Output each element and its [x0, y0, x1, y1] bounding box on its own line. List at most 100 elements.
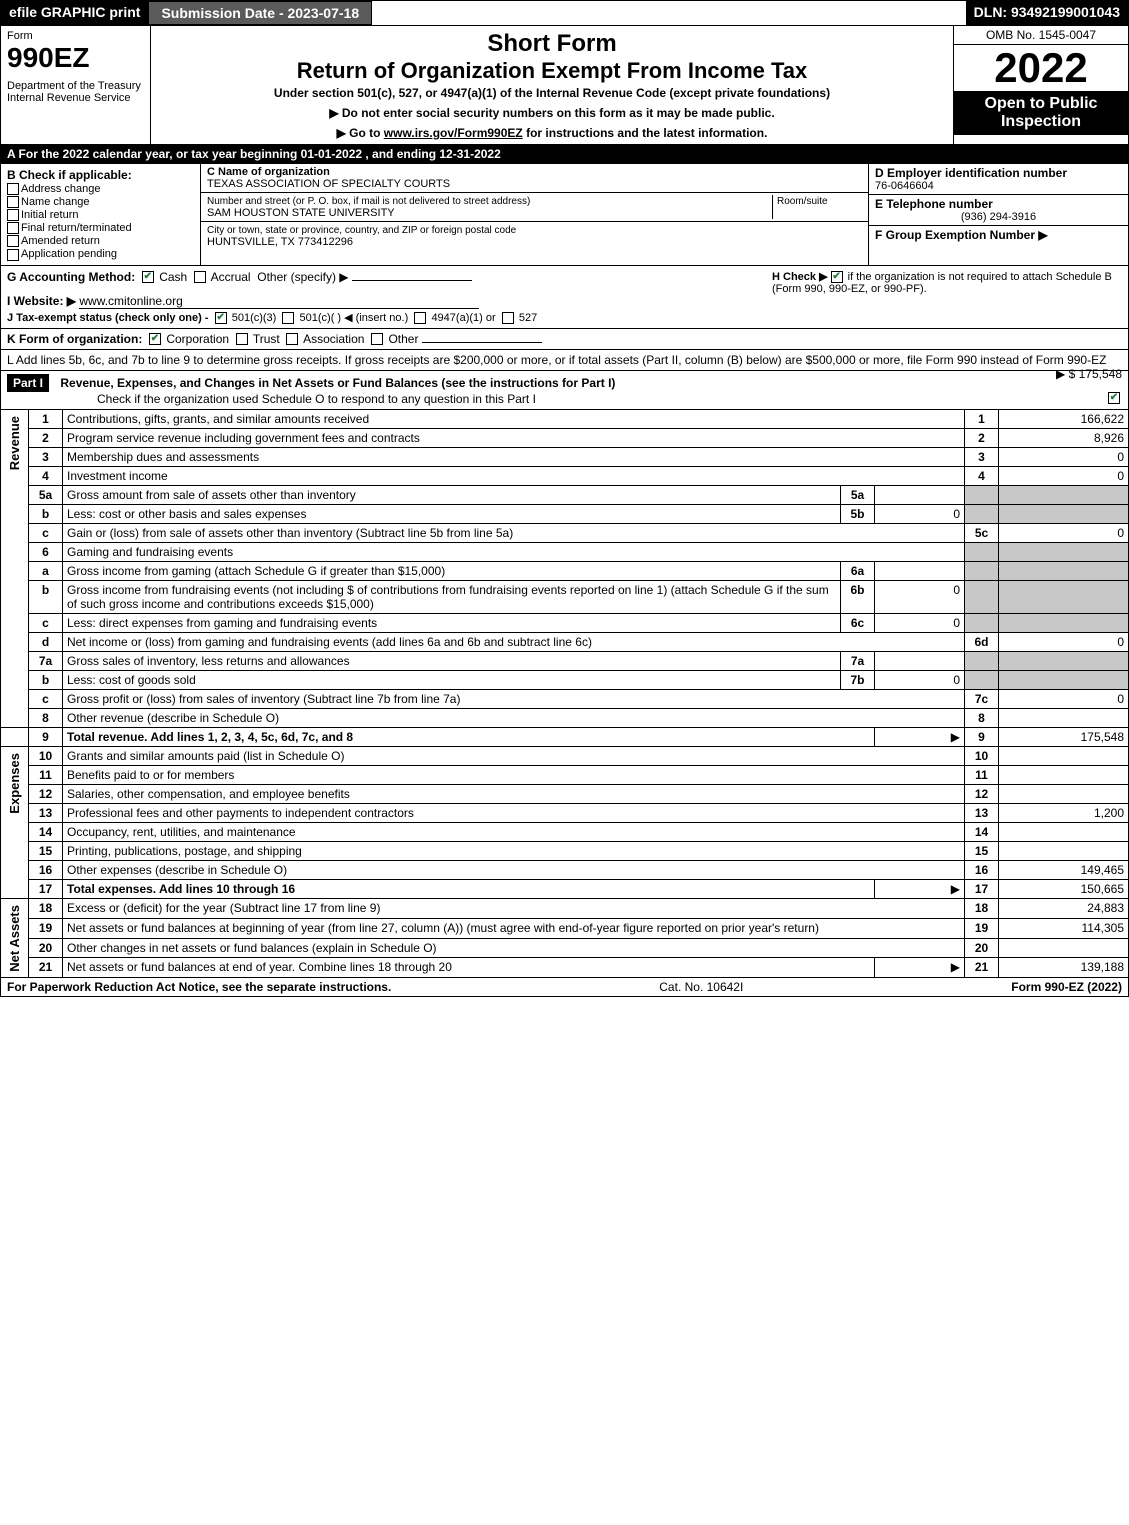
line-k: K Form of organization: Corporation Trus… [0, 329, 1129, 350]
row-7b: bLess: cost of goods sold7b0 [1, 670, 1129, 689]
chk-application-pending[interactable]: Application pending [7, 248, 194, 260]
tel-label: E Telephone number [875, 197, 993, 211]
box-b-heading: B Check if applicable: [7, 168, 194, 182]
row-9: 9Total revenue. Add lines 1, 2, 3, 4, 5c… [1, 727, 1129, 746]
row-13: 13Professional fees and other payments t… [1, 803, 1129, 822]
header-left: Form 990EZ Department of the Treasury In… [1, 26, 151, 144]
chk-address-change[interactable]: Address change [7, 183, 194, 195]
city-cell: City or town, state or province, country… [201, 222, 868, 250]
org-name-cell: C Name of organization TEXAS ASSOCIATION… [201, 164, 868, 193]
form-number: 990EZ [7, 42, 144, 74]
row-3: 3Membership dues and assessments30 [1, 447, 1129, 466]
ein-label: D Employer identification number [875, 166, 1067, 180]
lines-table: Revenue 1 Contributions, gifts, grants, … [0, 410, 1129, 979]
row-18: Net Assets 18Excess or (deficit) for the… [1, 898, 1129, 918]
website-value[interactable]: www.cmitonline.org [79, 294, 479, 309]
part1-header-row: Part I Revenue, Expenses, and Changes in… [0, 371, 1129, 410]
efile-label[interactable]: efile GRAPHIC print [1, 1, 148, 25]
omb-number: OMB No. 1545-0047 [954, 26, 1128, 45]
sidelabel-revenue: Revenue [5, 412, 24, 474]
j-label: J Tax-exempt status (check only one) - [7, 312, 209, 324]
line-g: G Accounting Method: Cash Accrual Other … [7, 270, 772, 284]
box-c: C Name of organization TEXAS ASSOCIATION… [201, 164, 868, 265]
chk-h[interactable] [831, 271, 843, 283]
row-19: 19Net assets or fund balances at beginni… [1, 918, 1129, 938]
other-org-line[interactable] [422, 342, 542, 343]
form-subtitle: Under section 501(c), 527, or 4947(a)(1)… [159, 86, 945, 100]
chk-501c3[interactable] [215, 312, 227, 324]
chk-501c[interactable] [282, 312, 294, 324]
note-link-pre: ▶ Go to [337, 126, 384, 140]
street-value: SAM HOUSTON STATE UNIVERSITY [207, 207, 395, 219]
chk-initial-return[interactable]: Initial return [7, 209, 194, 221]
chk-527[interactable] [502, 312, 514, 324]
line-j: J Tax-exempt status (check only one) - 5… [7, 311, 772, 324]
city-value: HUNTSVILLE, TX 773412296 [207, 236, 353, 248]
form-word: Form [7, 30, 144, 42]
row-11: 11Benefits paid to or for members11 [1, 765, 1129, 784]
chk-corporation[interactable] [149, 333, 161, 345]
short-form-title: Short Form [159, 30, 945, 58]
part1-check-note: Check if the organization used Schedule … [97, 392, 536, 406]
line-i: I Website: ▶ www.cmitonline.org [7, 294, 772, 309]
room-label: Room/suite [777, 196, 828, 207]
row-6d: dNet income or (loss) from gaming and fu… [1, 632, 1129, 651]
top-bar: efile GRAPHIC print Submission Date - 20… [0, 0, 1129, 26]
section-bcd: B Check if applicable: Address change Na… [0, 164, 1129, 266]
row-16: 16Other expenses (describe in Schedule O… [1, 860, 1129, 879]
dln-label: DLN: 93492199001043 [966, 1, 1128, 25]
footer-cat-no: Cat. No. 10642I [659, 980, 743, 994]
row-1: Revenue 1 Contributions, gifts, grants, … [1, 410, 1129, 429]
note-ssn: ▶ Do not enter social security numbers o… [159, 106, 945, 120]
box-cd-wrap: C Name of organization TEXAS ASSOCIATION… [201, 164, 1128, 265]
chk-trust[interactable] [236, 333, 248, 345]
box-def: D Employer identification number 76-0646… [868, 164, 1128, 265]
chk-accrual[interactable] [194, 271, 206, 283]
note-link-post: for instructions and the latest informat… [523, 126, 768, 140]
g-label: G Accounting Method: [7, 270, 135, 284]
group-cell: F Group Exemption Number ▶ [869, 226, 1128, 244]
tel-cell: E Telephone number (936) 294-3916 [869, 195, 1128, 226]
row-6a: aGross income from gaming (attach Schedu… [1, 561, 1129, 580]
line-l: L Add lines 5b, 6c, and 7b to line 9 to … [0, 350, 1129, 371]
department-label: Department of the Treasury Internal Reve… [7, 80, 144, 104]
row-4: 4Investment income40 [1, 466, 1129, 485]
sidelabel-netassets: Net Assets [5, 901, 24, 976]
submission-date-label: Submission Date - 2023-07-18 [148, 1, 372, 25]
row-6: 6Gaming and fundraising events [1, 542, 1129, 561]
line-a: A For the 2022 calendar year, or tax yea… [0, 145, 1129, 164]
tel-value: (936) 294-3916 [875, 211, 1122, 223]
tax-year: 2022 [954, 45, 1128, 91]
row-15: 15Printing, publications, postage, and s… [1, 841, 1129, 860]
row-6c: cLess: direct expenses from gaming and f… [1, 613, 1129, 632]
chk-4947[interactable] [414, 312, 426, 324]
l-text: L Add lines 5b, 6c, and 7b to line 9 to … [7, 353, 1106, 367]
row-7c: cGross profit or (loss) from sales of in… [1, 689, 1129, 708]
row-2: 2Program service revenue including gover… [1, 428, 1129, 447]
group-label: F Group Exemption Number ▶ [875, 228, 1048, 242]
irs-link[interactable]: www.irs.gov/Form990EZ [384, 126, 523, 140]
chk-final-return[interactable]: Final return/terminated [7, 222, 194, 234]
part1-badge: Part I [7, 374, 49, 392]
other-specify-line[interactable] [352, 280, 472, 281]
chk-part1-schedule-o[interactable] [1108, 392, 1120, 404]
footer-left: For Paperwork Reduction Act Notice, see … [7, 980, 391, 994]
form-title: Return of Organization Exempt From Incom… [159, 58, 945, 84]
part1-title: Revenue, Expenses, and Changes in Net As… [60, 376, 615, 390]
k-label: K Form of organization: [7, 332, 142, 346]
chk-other[interactable] [371, 333, 383, 345]
ein-value: 76-0646604 [875, 180, 934, 192]
chk-association[interactable] [286, 333, 298, 345]
footer-right: Form 990-EZ (2022) [1011, 980, 1122, 994]
row-8: 8Other revenue (describe in Schedule O)8 [1, 708, 1129, 727]
row-5c: cGain or (loss) from sale of assets othe… [1, 523, 1129, 542]
chk-amended-return[interactable]: Amended return [7, 235, 194, 247]
section-ghij: G Accounting Method: Cash Accrual Other … [0, 266, 1129, 329]
row-5b: bLess: cost or other basis and sales exp… [1, 504, 1129, 523]
row-21: 21Net assets or fund balances at end of … [1, 958, 1129, 978]
chk-name-change[interactable]: Name change [7, 196, 194, 208]
box-b: B Check if applicable: Address change Na… [1, 164, 201, 265]
header-mid: Short Form Return of Organization Exempt… [151, 26, 953, 144]
row-17: 17Total expenses. Add lines 10 through 1… [1, 879, 1129, 898]
chk-cash[interactable] [142, 271, 154, 283]
